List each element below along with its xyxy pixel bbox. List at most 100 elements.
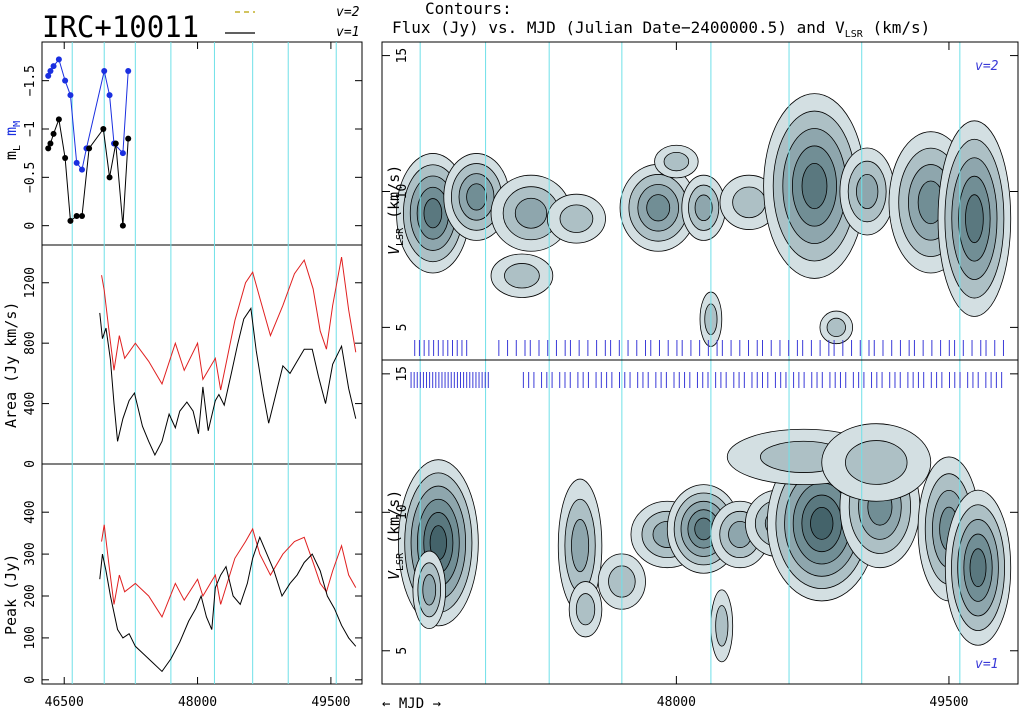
observation-ticks	[410, 340, 1004, 388]
peak-ylabel: Peak (Jy)	[2, 554, 20, 635]
optical-ytick-label-3: −1.5	[23, 65, 38, 96]
optical-L-point-2	[50, 130, 57, 137]
contour-v2-ylabel: VLSR (km/s)	[385, 165, 406, 255]
contours_v2-ytick-label-1: 10	[395, 184, 410, 200]
area-ylabel: Area (Jy km/s)	[2, 302, 20, 428]
mjd-axis-label: ← MJD →	[382, 696, 441, 711]
left-xtick-label-0: 46500	[45, 695, 84, 710]
contours-v1-fill	[397, 423, 1012, 663]
optical-M-point-9	[101, 68, 108, 74]
optical-ylabel: mL mM	[2, 121, 23, 160]
v2-blob-4-level-3	[646, 194, 671, 222]
optical-L-point-9	[100, 126, 107, 132]
v2-blob-11-level-1	[504, 263, 540, 289]
optical-ylabel-sub-M: M	[12, 121, 23, 127]
legend-v1-label: v=1	[336, 25, 359, 40]
optical-M-point-10	[106, 92, 113, 99]
area-ytick-label-3: 1200	[23, 267, 38, 298]
legend-v2-label: v=2	[336, 5, 360, 20]
contours-v2-fill	[396, 93, 1012, 347]
v2-blob-10-level-4	[965, 194, 984, 244]
optical-ylabel-m2: m	[2, 127, 20, 136]
v2-blob-3-level-1	[559, 204, 594, 233]
optical-M-point-2	[50, 63, 57, 70]
source-title: IRC+10011	[42, 10, 199, 44]
optical-M-point-0	[45, 72, 52, 79]
optical-line-1	[47, 117, 129, 226]
peak-line-1	[99, 535, 357, 673]
optical-L-point-6	[73, 213, 80, 219]
contours-caption-sub: LSR	[845, 29, 864, 40]
contours_v2-ytick-label-0: 5	[395, 323, 410, 331]
contours_v1-ytick-label-0: 5	[395, 647, 410, 655]
optical-ytick-label-0: 0	[23, 222, 38, 230]
v1-blob-13-level-1	[845, 440, 908, 485]
optical-L-point-4	[62, 155, 69, 161]
optical-ylabel-m1: m	[2, 151, 20, 160]
left-frame	[41, 41, 363, 685]
left-panel: 0 −0.5 −1 −1.5 0 400 800 1200 0 100 200 300 400 46500…	[23, 41, 363, 710]
contours_v2-ytick-label-2: 15	[395, 48, 410, 64]
optical-M-point-12	[119, 150, 126, 157]
header-legend: v=2 v=1	[225, 5, 360, 40]
contour-v2-label: v=2	[975, 59, 999, 74]
v2-blob-1-level-3	[466, 183, 487, 211]
contour-v1-label: v=1	[975, 657, 998, 672]
optical-L-point-11	[112, 140, 119, 147]
peak-ytick-label-0: 0	[23, 676, 38, 684]
svg-text:mL mM: mL mM	[2, 121, 23, 160]
right-xtick-label-1: 49500	[929, 695, 968, 710]
optical-L-point-0	[45, 145, 52, 152]
optical-M-point-6	[73, 159, 80, 166]
optical-M-point-3	[55, 56, 62, 63]
contours-caption-unit: (km/s)	[863, 18, 930, 37]
optical-L-point-3	[55, 116, 62, 123]
optical-ytick-label-2: −1	[23, 121, 38, 137]
optical-L-point-5	[67, 217, 74, 224]
optical-L-point-1	[47, 140, 54, 147]
right-frame	[381, 41, 1019, 685]
contours-caption-text: Flux (Jy) vs. MJD (Julian Date−2400000.5…	[392, 18, 845, 37]
v2-blob-8-level-2	[856, 173, 879, 210]
optical-M-point-5	[67, 92, 74, 99]
left-xtick-label-1: 48000	[178, 695, 217, 710]
v1-blob-5-level-4	[694, 517, 713, 541]
right-panel: 5 10 15 5 10 15 48000 49500 v=2 v=1	[381, 41, 1019, 710]
left-axes-layer: 0 −0.5 −1 −1.5 0 400 800 1200 0 100 200 300 400 46500…	[23, 42, 362, 710]
left-series-layer	[45, 56, 357, 673]
peak-ytick-label-4: 400	[23, 500, 38, 523]
peak-ytick-label-3: 300	[23, 542, 38, 565]
v2-blob-0-level-4	[423, 198, 443, 229]
contours-caption-line1: Contours:	[425, 0, 512, 18]
v1-blob-3-level-1	[575, 593, 596, 626]
v1-blob-1-level-2	[422, 574, 437, 606]
optical-L-point-12	[119, 222, 126, 229]
v2-blob-5-level-2	[694, 194, 713, 222]
right-epoch-lines	[419, 42, 961, 684]
optical-M-point-7	[79, 166, 85, 173]
right-xtick-label-0: 48000	[657, 695, 696, 710]
peak-line-0	[101, 524, 357, 619]
area-ytick-label-0: 0	[23, 460, 38, 468]
left-xtick-label-2: 49500	[311, 695, 350, 710]
contours_v1-ytick-label-2: 15	[395, 366, 410, 382]
peak-ytick-label-2: 200	[23, 584, 38, 607]
v2-blob-6-level-1	[732, 186, 766, 219]
area-ytick-label-1: 400	[23, 392, 38, 415]
v2-blob-14-level-1	[663, 151, 690, 172]
v2-blob-7-level-4	[801, 162, 828, 210]
optical-ytick-label-1: −0.5	[23, 162, 38, 193]
area-line-1	[99, 307, 357, 457]
v1-blob-2-level-2	[571, 518, 590, 573]
optical-ylabel-sub-L: L	[12, 145, 23, 151]
optical-L-point-13	[125, 135, 132, 142]
area-ytick-label-2: 800	[23, 331, 38, 354]
optical-M-point-4	[62, 77, 69, 84]
v1-blob-11-level-4	[969, 548, 987, 588]
optical-L-point-8	[86, 145, 93, 152]
right-axes-layer: 5 10 15 5 10 15 48000 49500	[382, 42, 1018, 710]
v1-blob-15-level-1	[715, 605, 729, 647]
optical-M-point-13	[125, 68, 132, 74]
optical-L-point-10	[106, 174, 113, 181]
